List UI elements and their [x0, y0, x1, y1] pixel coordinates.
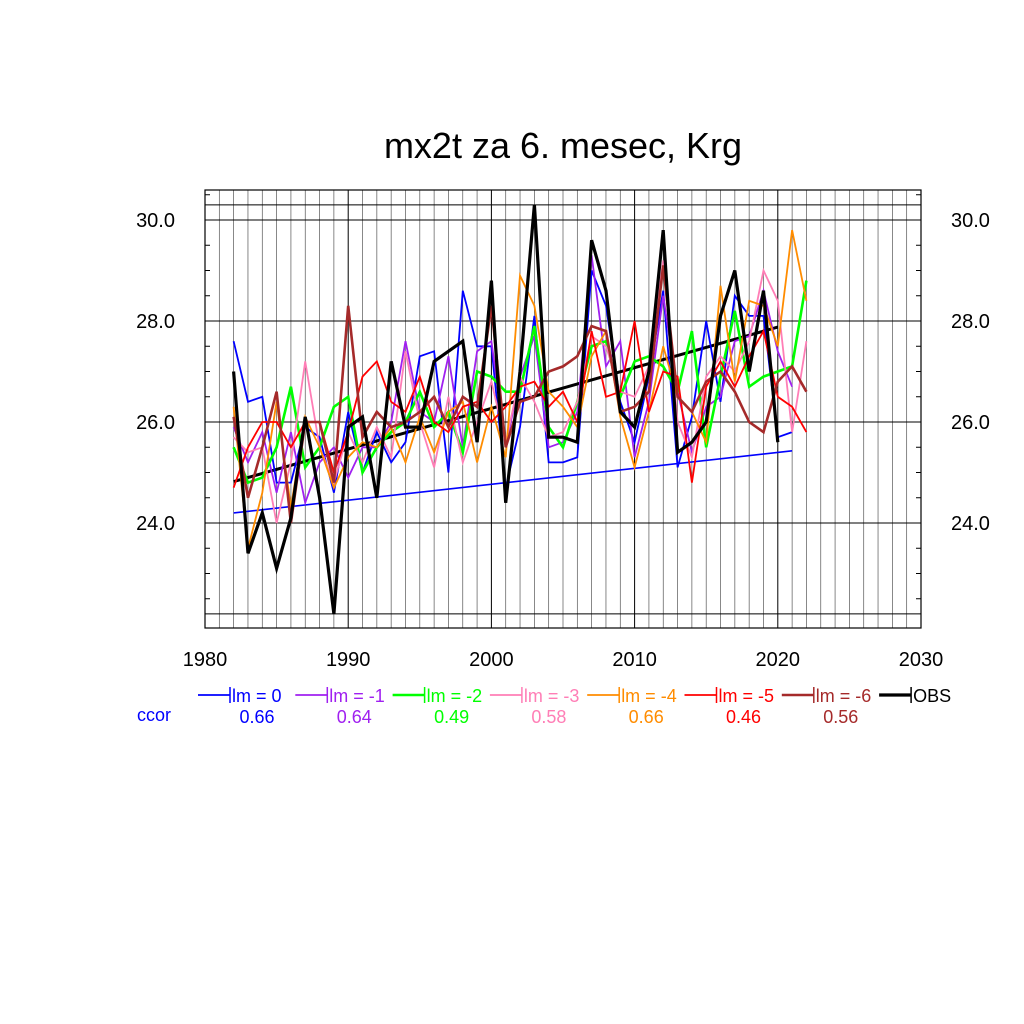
- x-tick-label: 1990: [326, 649, 371, 671]
- legend-label: lm = -1: [329, 686, 385, 706]
- x-tick-label: 2020: [756, 649, 801, 671]
- series-line-obs: [232, 204, 780, 615]
- x-tick-label: 1980: [183, 649, 228, 671]
- y-tick-label-left: 26.0: [136, 412, 175, 434]
- grid: [205, 190, 921, 628]
- x-tick-label: 2000: [469, 649, 514, 671]
- legend-label: lm = -3: [524, 686, 580, 706]
- tick-labels: 24.0 24.0 26.0 26.0 28.0 28.0 30.0 30.0 1980 1990…: [136, 210, 990, 671]
- legend-label: lm = -4: [621, 686, 677, 706]
- series-lines: [232, 204, 808, 615]
- y-tick-label-right: 26.0: [951, 412, 990, 434]
- legend-ccor-value: 0.58: [531, 707, 566, 727]
- legend-ccor-value: 0.49: [434, 707, 469, 727]
- trend-line: [233, 449, 793, 514]
- legend-ccor-value: 0.66: [629, 707, 664, 727]
- legend-ccor-value: 0.66: [239, 707, 274, 727]
- y-tick-label-left: 24.0: [136, 513, 175, 535]
- legend-label: OBS: [913, 686, 951, 706]
- legend-label: lm = -5: [719, 686, 775, 706]
- y-tick-label-right: 30.0: [951, 210, 990, 232]
- y-tick-label-left: 28.0: [136, 311, 175, 333]
- plot-border: [204, 189, 922, 629]
- legend-label: lm = -2: [427, 686, 483, 706]
- legend-label: lm = -6: [816, 686, 872, 706]
- legend-ccor-value: 0.56: [823, 707, 858, 727]
- x-tick-label: 2030: [899, 649, 944, 671]
- legend-ccor-value: 0.46: [726, 707, 761, 727]
- chart-title: mx2t za 6. mesec, Krg: [384, 125, 742, 166]
- x-tick-label: 2010: [612, 649, 657, 671]
- y-tick-label-left: 30.0: [136, 210, 175, 232]
- ccor-label: ccor: [137, 705, 171, 725]
- series-line-lm-2: [232, 280, 808, 485]
- legend-ccor-value: 0.64: [337, 707, 372, 727]
- y-tick-label-right: 24.0: [951, 513, 990, 535]
- y-tick-label-right: 28.0: [951, 311, 990, 333]
- legend-label: lm = 0: [232, 686, 282, 706]
- axis-ticks: [205, 194, 921, 600]
- plot-frame: [204, 189, 922, 629]
